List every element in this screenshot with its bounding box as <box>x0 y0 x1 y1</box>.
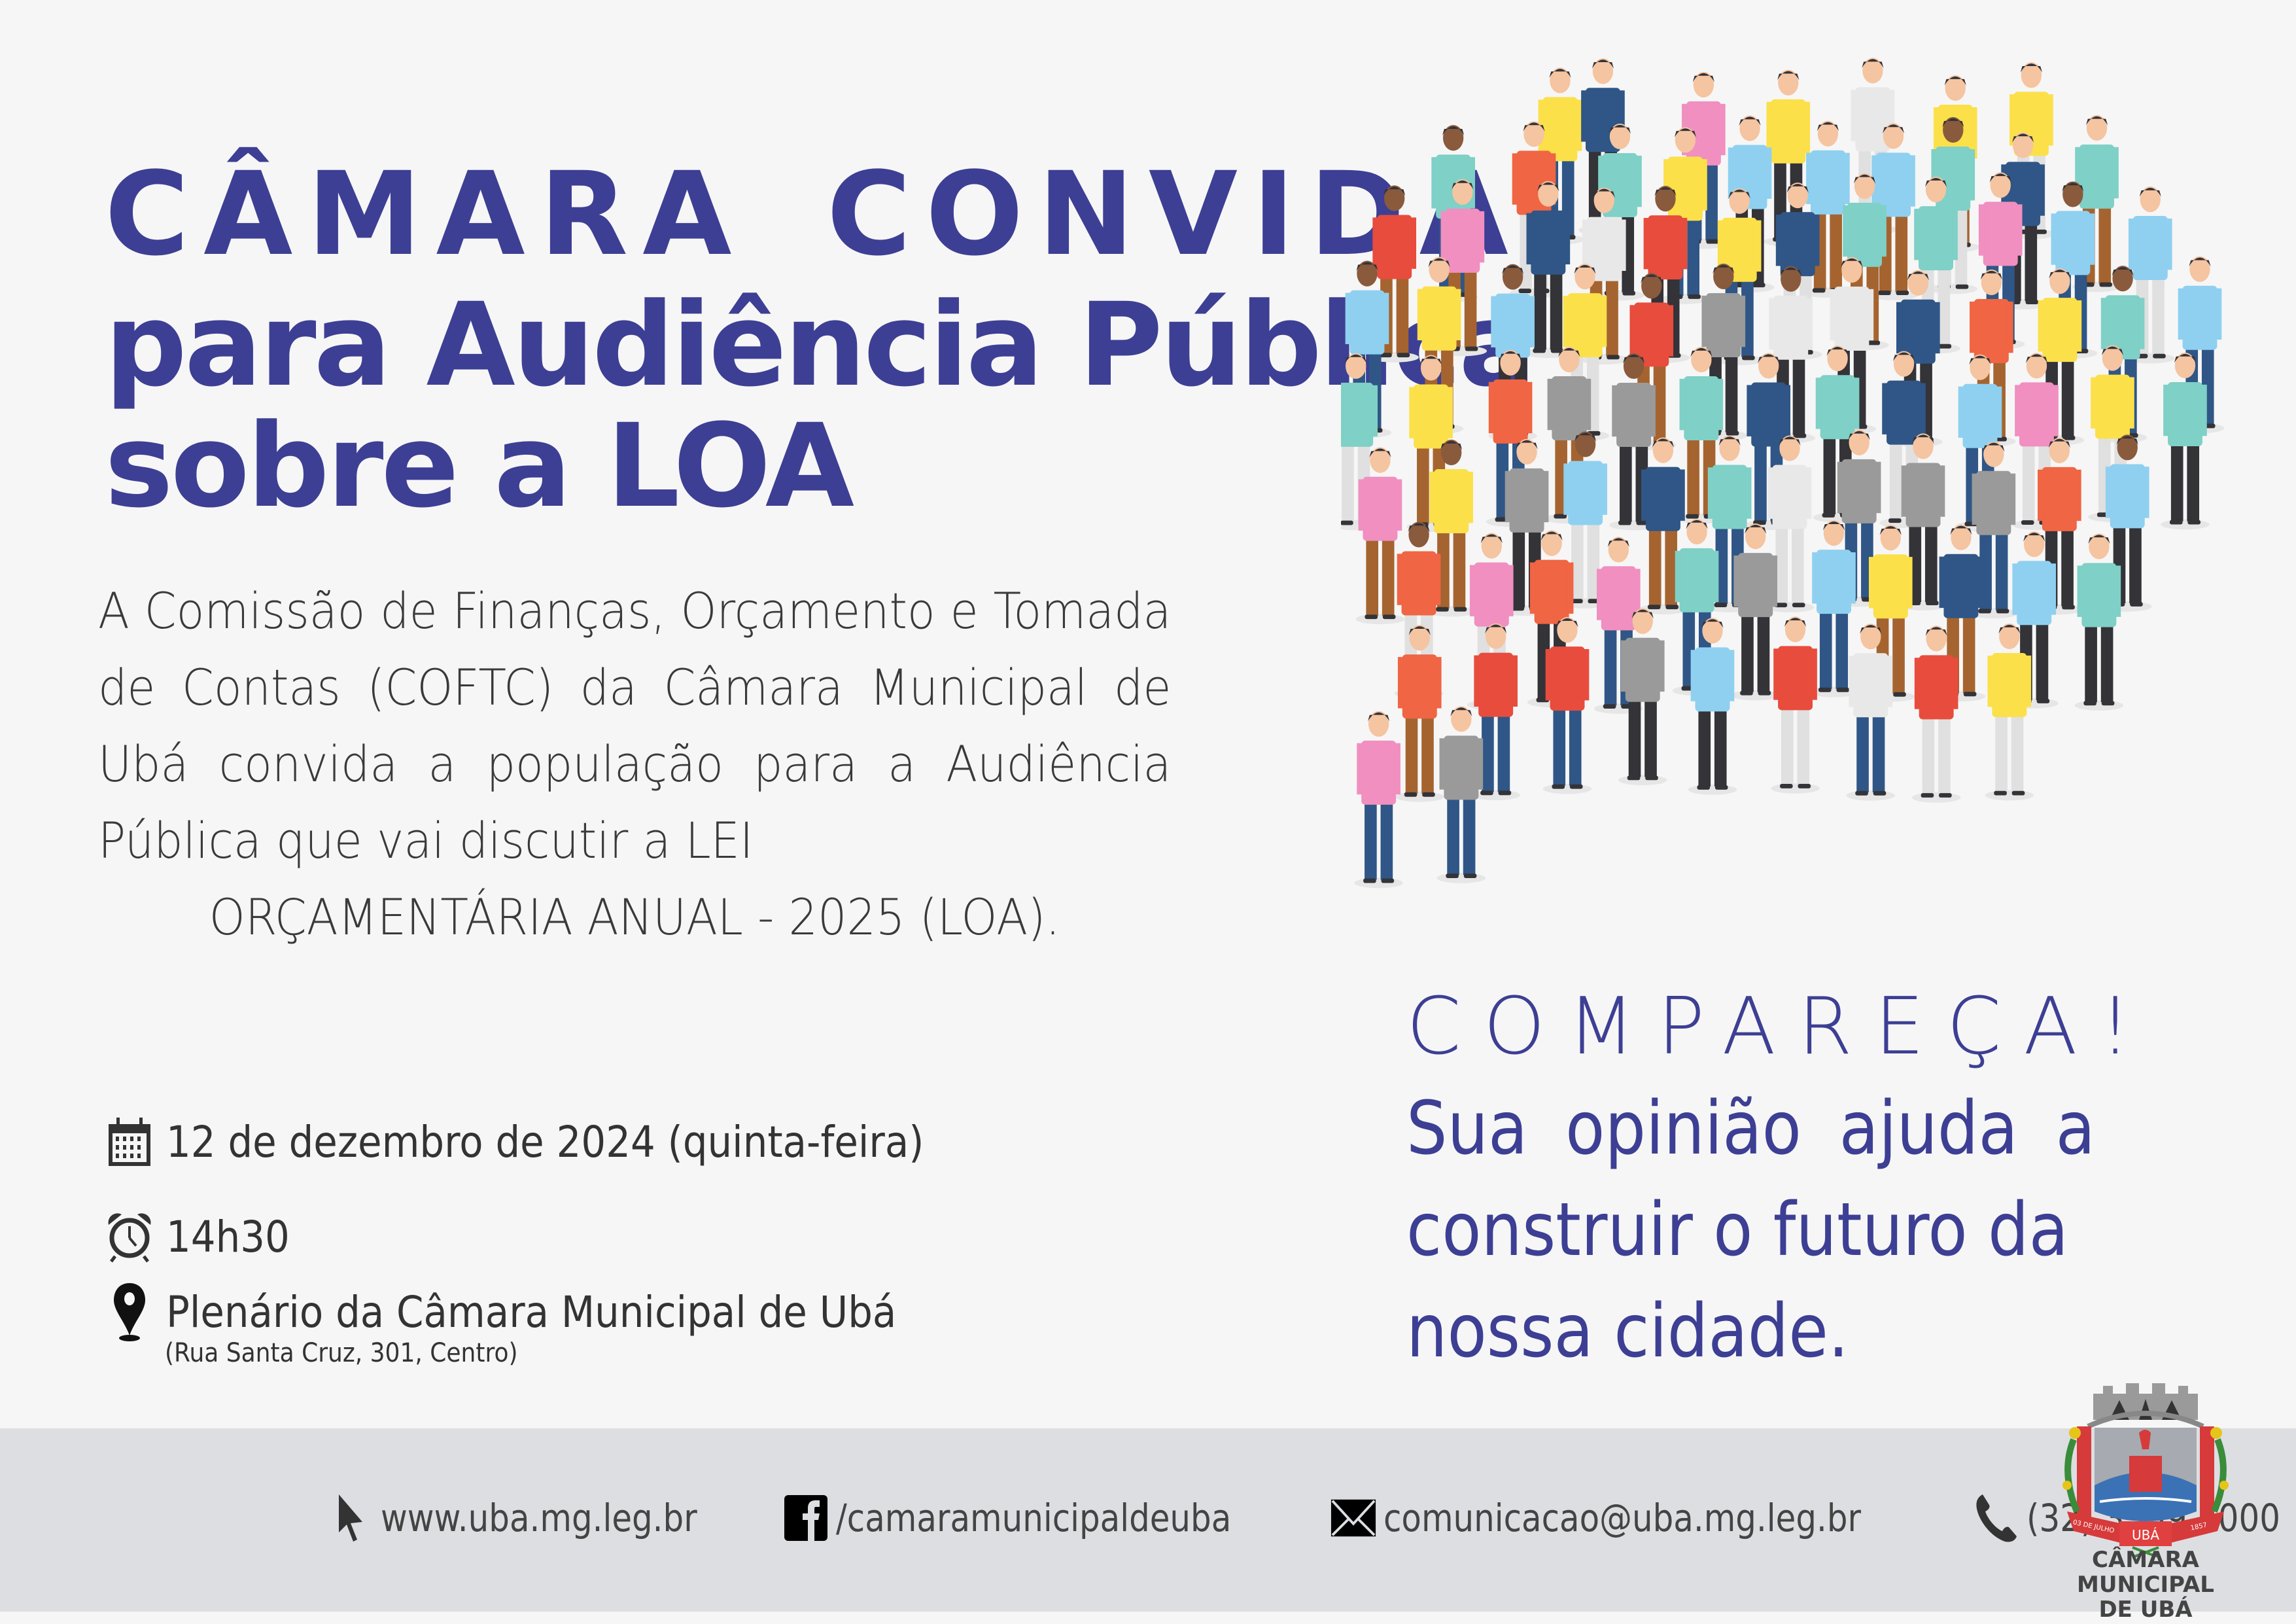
facebook-icon <box>782 1492 829 1544</box>
event-time-label: 14h30 <box>166 1211 290 1262</box>
camara-name-line-1: CÂMARA MUNICIPAL <box>2077 1547 2214 1598</box>
calendar-icon <box>105 1112 154 1171</box>
cursor-arrow-icon <box>327 1492 374 1544</box>
event-time: 14h30 <box>105 1207 304 1266</box>
footer-website-link[interactable]: www.uba.mg.leg.br <box>327 1492 748 1544</box>
camara-name-line-2: DE UBÁ <box>2098 1597 2193 1623</box>
event-address: (Rua Santa Cruz, 301, Centro) <box>165 1338 518 1368</box>
headline-line-1: CÂMARA CONVIDA <box>105 147 1523 281</box>
footer-contacts: www.uba.mg.leg.br /camaramunicipaldeuba … <box>327 1482 2296 1554</box>
footer-email-link[interactable]: comunicacao@uba.mg.leg.br <box>1330 1492 1939 1544</box>
description-last-line: ORÇAMENTÁRIA ANUAL - 2025 (LOA). <box>209 888 1060 946</box>
event-date: 12 de dezembro de 2024 (quinta-feira) <box>105 1112 1008 1171</box>
envelope-icon <box>1330 1492 1377 1544</box>
cta-line-1: Sua opinião ajuda a <box>1406 1086 2096 1171</box>
event-place: Plenário da Câmara Municipal de Ubá <box>105 1282 977 1341</box>
crowd-of-people-illustration <box>1331 52 2257 968</box>
headline-line-2: para Audiência Pública <box>105 278 1537 412</box>
headline-line-3: sobre a LOA <box>105 399 854 533</box>
footer-website-label: www.uba.mg.leg.br <box>381 1496 697 1540</box>
map-pin-icon <box>105 1282 154 1341</box>
cta-line-3: nossa cidade. <box>1406 1289 1849 1374</box>
footer-facebook-link[interactable]: /camaramunicipaldeuba <box>782 1492 1296 1544</box>
event-date-label: 12 de dezembro de 2024 (quinta-feira) <box>166 1116 924 1167</box>
footer-facebook-label: /camaramunicipaldeuba <box>836 1496 1232 1540</box>
event-place-label: Plenário da Câmara Municipal de Ubá <box>166 1286 897 1337</box>
cta-line-2: construir o futuro da <box>1406 1188 2069 1273</box>
cta-heading: COMPAREÇA! <box>1406 981 2153 1072</box>
logo-ribbon-center: UBÁ <box>2132 1527 2159 1543</box>
alarm-clock-icon <box>105 1207 154 1266</box>
footer-band <box>0 1428 2296 1612</box>
logo-ribbon-right: 1857 <box>2190 1522 2208 1532</box>
footer-email-label: comunicacao@uba.mg.leg.br <box>1383 1496 1862 1540</box>
phone-icon <box>1973 1492 2020 1544</box>
description-paragraph: A Comissão de Finanças, Orçamento e Toma… <box>98 573 1171 955</box>
description-text: A Comissão de Finanças, Orçamento e Toma… <box>98 582 1172 870</box>
camara-name: CÂMARA MUNICIPAL DE UBÁ <box>2028 1547 2263 1622</box>
camara-coat-of-arms-logo: UBÁ 03 DE JULHO 1857 <box>2047 1381 2244 1597</box>
